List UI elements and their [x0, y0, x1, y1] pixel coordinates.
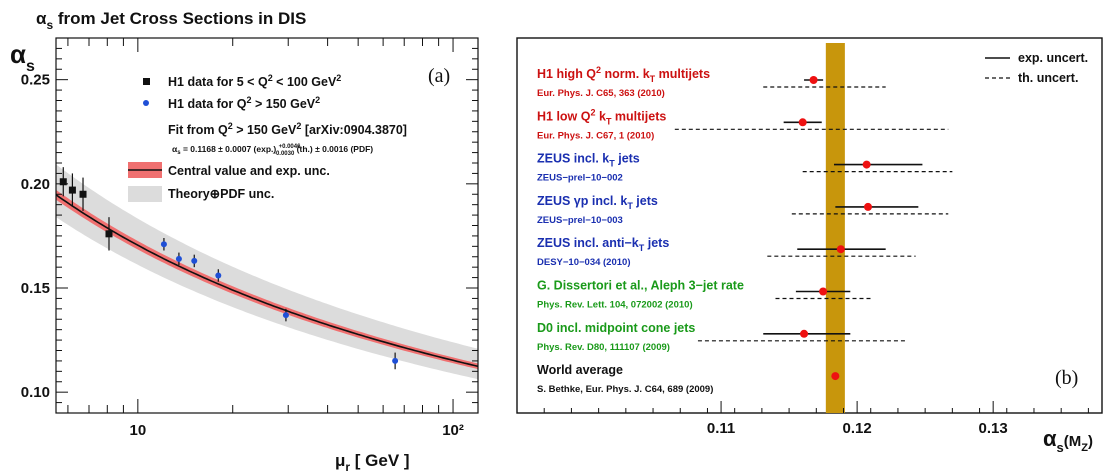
measurement-point-5	[819, 287, 828, 296]
data-point-s1-2	[191, 257, 198, 264]
xtick-b-label-1: 0.12	[843, 420, 872, 437]
measurement-label-5: G. Dissertori et al., Aleph 3−jet rate	[537, 279, 744, 293]
ytick-label-1: 0.15	[21, 280, 50, 297]
data-point-s1-1	[175, 255, 182, 262]
measurement-point-3	[864, 202, 872, 211]
xtick-label-0: 10	[129, 422, 146, 439]
chart-b-xlabel: αs(MZ)	[1043, 426, 1093, 455]
data-point-s0-0	[59, 178, 67, 186]
measurement-labels: H1 high Q2 norm. kT multijets Eur. Phys. …	[537, 65, 744, 395]
measurement-label-0: H1 high Q2 norm. kT multijets	[537, 65, 710, 84]
legend-marker-h1-low	[143, 78, 150, 85]
chart-b-plot-area: H1 high Q2 norm. kT multijets Eur. Phys. …	[537, 43, 953, 413]
theory-pdf-band	[56, 164, 478, 380]
chart-a-xlabel: μr [ GeV ]	[335, 451, 410, 474]
chart-a-plot-area: 0.10 0.15 0.20 0.25 10 10²	[21, 37, 479, 439]
legend-marker-h1-high	[143, 100, 149, 106]
measurement-ref-2: ZEUS−prel−10−002	[537, 173, 623, 184]
ytick-label-2: 0.20	[21, 176, 50, 193]
measurement-label-4: ZEUS incl. anti−kT jets	[537, 236, 669, 253]
chart-a-legend: H1 data for 5 < Q2 < 100 GeV2 H1 data fo…	[128, 73, 407, 202]
chart-a-ylabel: αs	[10, 39, 35, 75]
measurement-ref-6: Phys. Rev. D80, 111107 (2009)	[537, 342, 670, 353]
data-point-s1-4	[282, 312, 289, 319]
measurement-ref-5: Phys. Rev. Lett. 104, 072002 (2010)	[537, 300, 693, 311]
measurement-label-2: ZEUS incl. kT jets	[537, 152, 640, 169]
legend-label-exp: exp. uncert.	[1018, 51, 1088, 65]
legend-label-h1-low: H1 data for 5 < Q2 < 100 GeV2	[168, 73, 341, 89]
chart-b-frame	[516, 37, 1103, 414]
measurement-point-0	[809, 76, 818, 84]
fit-central-line	[56, 194, 478, 368]
legend-label-h1-high: H1 data for Q2 > 150 GeV2	[168, 95, 320, 111]
measurement-point-7	[831, 372, 840, 381]
measurement-point-2	[862, 160, 871, 169]
data-point-s0-2	[79, 190, 87, 198]
legend-label-fit: Fit from Q2 > 150 GeV2 [arXiv:0904.3870]	[168, 121, 407, 137]
xtick-b-label-0: 0.11	[707, 420, 735, 437]
data-point-s1-3	[215, 272, 222, 279]
chart-a-title: αs from Jet Cross Sections in DIS	[36, 9, 306, 32]
panel-a-label: (a)	[428, 65, 450, 87]
data-point-s1-0	[160, 241, 167, 248]
ytick-label-0: 0.10	[21, 384, 50, 401]
data-point-s1-5	[392, 357, 399, 364]
chart-b-ticks: 0.11 0.12 0.13	[543, 401, 1089, 437]
legend-label-theory: Theory⊕PDF unc.	[168, 187, 274, 201]
measurement-point-1	[798, 118, 807, 127]
measurement-ref-3: ZEUS−prel−10−003	[537, 215, 623, 226]
measurement-label-1: H1 low Q2 kT multijets	[537, 107, 666, 126]
legend-label-central: Central value and exp. unc.	[168, 164, 330, 178]
measurement-ref-7: S. Bethke, Eur. Phys. J. C64, 689 (2009)	[537, 384, 713, 395]
measurement-label-7: World average	[537, 363, 623, 377]
xtick-label-1: 10²	[442, 422, 464, 439]
legend-label-th: th. uncert.	[1018, 71, 1078, 85]
data-points	[59, 167, 399, 370]
measurement-point-6	[800, 329, 809, 338]
ytick-label-3: 0.25	[21, 72, 50, 89]
data-point-s0-3	[105, 230, 113, 238]
legend-swatch-theory	[128, 186, 162, 202]
measurement-ref-1: Eur. Phys. J. C67, 1 (2010)	[537, 130, 654, 141]
data-point-s0-1	[68, 186, 76, 194]
panel-b-label: (b)	[1055, 367, 1078, 389]
world-average-band	[825, 43, 845, 413]
xtick-b-label-2: 0.13	[979, 420, 1008, 437]
chart-a-ticks: 0.10 0.15 0.20 0.25 10 10²	[21, 38, 478, 439]
chart-b-legend: exp. uncert. th. uncert.	[985, 51, 1088, 85]
legend-alphas-value: αs = 0.1168 ± 0.0007 (exp.) +0.0046 −0.00…	[172, 144, 373, 157]
measurement-label-3: ZEUS γp incl. kT jets	[537, 194, 658, 211]
measurement-ref-4: DESY−10−034 (2010)	[537, 257, 630, 268]
measurement-ref-0: Eur. Phys. J. C65, 363 (2010)	[537, 88, 665, 99]
measurements	[674, 76, 953, 381]
measurement-label-6: D0 incl. midpoint cone jets	[537, 321, 695, 335]
measurement-point-4	[836, 245, 845, 254]
